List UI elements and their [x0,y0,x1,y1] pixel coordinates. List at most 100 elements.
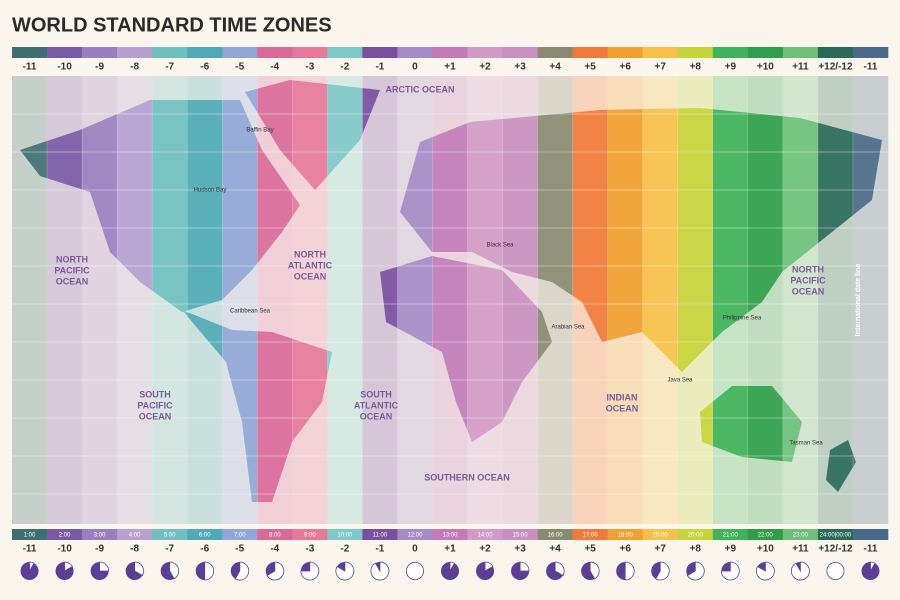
bottom-zone-swatch [677,529,714,540]
bottom-zone-swatch [607,529,644,540]
bottom-offset-label: -11 [23,544,37,555]
map-labels: ARCTIC OCEANNORTHPACIFICOCEANNORTHATLANT… [54,84,826,482]
top-zone-swatch [117,47,153,58]
top-zone-swatch [537,47,573,58]
time-label: 17:00 [583,533,599,539]
bottom-zone-swatch [537,529,573,540]
top-offset-label: +2 [479,62,491,73]
bottom-offset-label: +7 [655,544,667,555]
time-label: 21:00 [723,533,739,539]
clock-wedge [335,561,355,581]
top-offset-label: 0 [412,62,418,73]
bottom-offset-label: +10 [757,544,774,555]
bottom-zone-swatch [642,529,679,540]
top-zone-swatch [222,47,258,58]
clock-wedge [624,561,635,581]
top-offset-label: +12/-12 [818,62,853,73]
top-offset-label: -11 [23,62,37,73]
ocean-label: OCEAN [360,411,393,421]
bottom-offset-label: -11 [864,544,878,555]
clock-wedge [870,561,876,573]
bottom-zone-swatch [47,529,83,540]
bottom-zone-swatch [397,529,433,540]
top-offset-label: +1 [444,62,456,73]
ocean-label: INDIAN [607,392,638,402]
top-zone-swatch [292,47,328,58]
top-offset-label: -11 [864,62,878,73]
ocean-label: SOUTH [139,389,171,399]
clock-wedge [134,561,145,577]
time-label: 19:00 [653,533,669,539]
top-zone-swatch [187,47,223,58]
top-offset-label: -3 [305,62,314,73]
ocean-label: NORTH [56,254,88,264]
top-zone-swatch [677,47,714,58]
top-zone-swatch [502,47,538,58]
date-line-label: International date line [855,264,862,336]
clock-wedge [519,561,530,572]
ocean-label: SOUTHERN OCEAN [424,472,510,482]
top-zone-swatch [327,47,363,58]
bottom-offset-label: +4 [549,544,561,555]
bottom-zone-swatch [817,529,854,540]
top-zone-swatch [572,47,608,58]
bottom-offset-label: -7 [165,544,174,555]
bottom-zone-swatch [712,529,749,540]
ocean-label: OCEAN [139,411,172,421]
ocean-label: SOUTH [360,389,392,399]
zone-land [712,80,749,502]
top-offset-label: -2 [340,62,349,73]
ocean-label: PACIFIC [137,400,173,410]
top-zone-swatch [817,47,854,58]
ocean-label: OCEAN [792,286,825,296]
bottom-zone-swatch [782,529,819,540]
top-offset-label: +6 [619,62,631,73]
top-offset-label: -8 [130,62,139,73]
top-offset-label: +7 [655,62,667,73]
bottom-zone-swatch [432,529,468,540]
time-label: 20:00 [688,533,704,539]
top-zone-swatch [712,47,749,58]
bottom-zone-swatch [292,529,328,540]
time-label: 22:00 [758,533,774,539]
time-label: 5:00 [164,533,176,539]
bottom-offset-label: +2 [479,544,491,555]
bottom-zone-swatch [257,529,293,540]
ocean-label: PACIFIC [790,275,826,285]
clock-wedge [449,561,456,573]
sea-label: Philippine Sea [723,316,762,322]
top-zone-swatch [467,47,503,58]
time-label: 4:00 [129,533,141,539]
top-zone-swatch [152,47,188,58]
sea-label: Tasman Sea [789,441,823,447]
top-offset-label: -7 [165,62,174,73]
time-label: 15:00 [513,533,529,539]
top-offset-label: -6 [200,62,209,73]
top-zone-swatch [397,47,433,58]
bottom-zone-swatch [222,529,258,540]
time-label: 12:00 [407,533,423,539]
time-label: 13:00 [442,533,458,539]
clock-face [827,562,844,580]
top-offset-label: -5 [235,62,244,73]
clock-wedge [554,561,565,577]
ocean-label: OCEAN [294,271,327,281]
clock-wedge [29,561,35,573]
bottom-offset-label: +3 [514,544,526,555]
time-label: 2:00 [59,533,71,539]
clock-wedge [234,561,250,581]
bottom-zone-swatch [187,529,223,540]
top-zone-swatch [362,47,398,58]
bottom-zone-swatch [852,529,889,540]
time-label: 11:00 [373,533,388,539]
bottom-offset-label: +6 [619,544,631,555]
time-label: 18:00 [618,533,634,539]
clock-wedge [99,561,110,572]
sea-label: Caribbean Sea [230,309,271,315]
sea-label: Java Sea [667,378,693,384]
top-zone-swatch [432,47,468,58]
bottom-offset-label: +12/-12 [818,544,853,555]
graticule [12,76,888,524]
top-offset-label: +4 [549,62,561,73]
ocean-label: PACIFIC [54,265,90,275]
